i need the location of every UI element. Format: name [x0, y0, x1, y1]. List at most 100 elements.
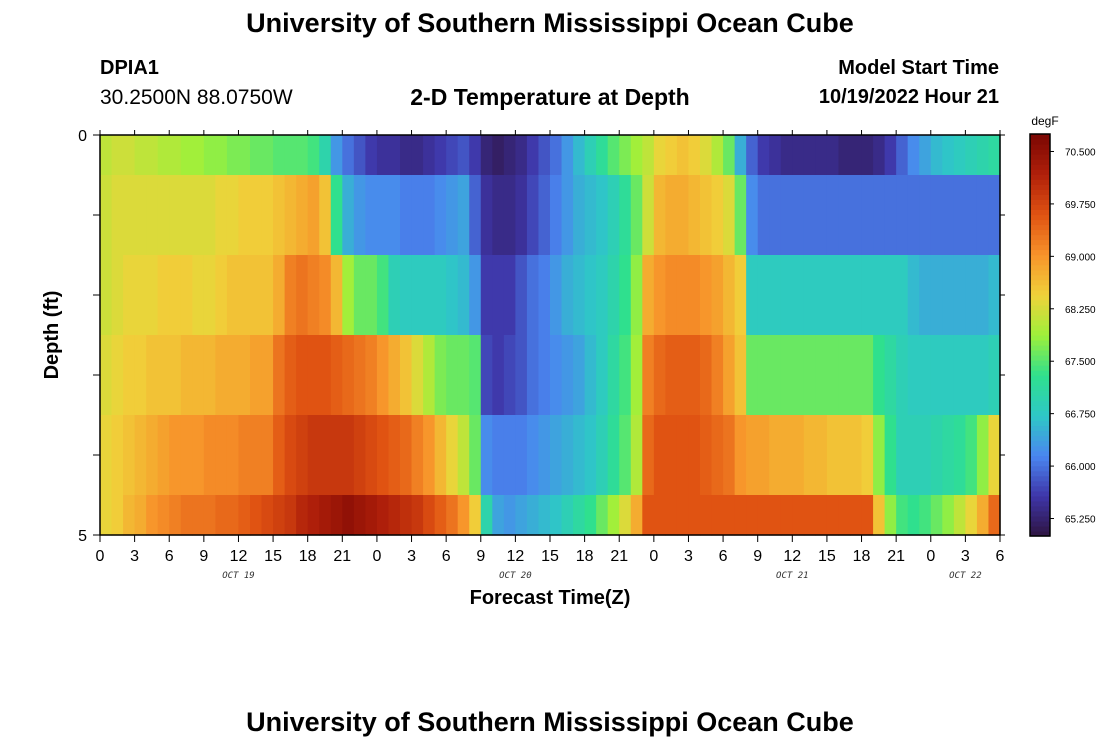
heatmap-cell — [238, 175, 251, 256]
colorbar-segment — [1030, 144, 1050, 150]
colorbar-segment — [1030, 219, 1050, 226]
x-tick-label: 15 — [264, 548, 282, 565]
heatmap-cell — [965, 415, 978, 496]
heatmap-cell — [492, 255, 505, 336]
y-tick-label: 5 — [78, 528, 87, 545]
x-tick-label: 9 — [199, 548, 208, 565]
colorbar-segment — [1030, 209, 1050, 216]
heatmap-cell — [584, 255, 597, 336]
heatmap-cell — [238, 415, 251, 496]
heatmap-cell — [100, 335, 113, 416]
heatmap-cell — [376, 135, 390, 176]
heatmap-cell — [619, 335, 632, 416]
heatmap-cell — [665, 495, 678, 536]
x-day-label: OCT 20 — [499, 571, 532, 581]
heatmap-cell — [976, 255, 990, 336]
heatmap-cell — [423, 255, 436, 336]
heatmap-cell — [169, 495, 182, 536]
heatmap-cell — [319, 255, 332, 336]
heatmap-cell — [100, 495, 113, 536]
x-tick-label: 0 — [649, 548, 658, 565]
colorbar-segment — [1030, 139, 1050, 145]
colorbar-segment — [1030, 229, 1050, 236]
heatmap-cell — [388, 135, 401, 176]
heatmap-cell — [550, 255, 563, 336]
heatmap-cell — [330, 135, 343, 176]
heatmap-cell — [423, 335, 436, 416]
heatmap-cell — [342, 135, 355, 176]
heatmap-cell — [919, 175, 932, 256]
heatmap-cell — [769, 335, 782, 416]
heatmap-cell — [746, 255, 759, 336]
heatmap-cell — [803, 255, 816, 336]
heatmap-cell — [100, 255, 113, 336]
heatmap-cell — [203, 415, 216, 496]
heatmap-cell — [757, 255, 770, 336]
x-tick-label: 21 — [333, 548, 351, 565]
colorbar-segment — [1030, 385, 1050, 391]
heatmap-cell — [619, 175, 632, 256]
heatmap-cell — [503, 135, 516, 176]
heatmap-cell — [307, 175, 320, 256]
heatmap-cell — [873, 495, 886, 536]
heatmap-cell — [734, 255, 747, 336]
heatmap-cell — [792, 175, 805, 256]
heatmap-cell — [930, 495, 943, 536]
heatmap-cell — [446, 135, 459, 176]
heatmap-cell — [711, 175, 724, 256]
heatmap-cell — [388, 495, 401, 536]
colorbar-segment — [1030, 530, 1050, 537]
heatmap-cell — [942, 415, 955, 496]
heatmap-cell — [976, 135, 990, 176]
heatmap-cell — [607, 495, 620, 536]
heatmap-cell — [307, 335, 320, 416]
colorbar-segment — [1030, 294, 1050, 301]
colorbar-segment — [1030, 319, 1050, 326]
heatmap-cell — [826, 335, 840, 416]
heatmap-cell — [123, 415, 136, 496]
heatmap-cell — [526, 415, 540, 496]
heatmap-cell — [815, 255, 828, 336]
heatmap-cell — [492, 495, 505, 536]
heatmap-cell — [884, 135, 897, 176]
heatmap-cell — [919, 135, 932, 176]
colorbar-segment — [1030, 525, 1050, 532]
heatmap-cell — [884, 335, 897, 416]
heatmap-cell — [757, 335, 770, 416]
heatmap-cell — [607, 135, 620, 176]
heatmap-cell — [815, 175, 828, 256]
heatmap-cell — [134, 335, 147, 416]
heatmap-cell — [711, 415, 724, 496]
heatmap-cell — [676, 255, 690, 336]
heatmap-cell — [607, 335, 620, 416]
heatmap-cell — [884, 175, 897, 256]
heatmap-cell — [746, 175, 759, 256]
colorbar-segment — [1030, 360, 1050, 366]
heatmap-cell — [157, 415, 170, 496]
heatmap-cell — [700, 335, 713, 416]
x-tick-label: 0 — [926, 548, 935, 565]
heatmap-cell — [538, 175, 551, 256]
colorbar-segment — [1030, 505, 1050, 512]
x-tick-label: 6 — [996, 548, 1005, 565]
colorbar-segment — [1030, 435, 1050, 442]
heatmap-cell — [411, 335, 424, 416]
colorbar-unit-label: degF — [1031, 114, 1058, 128]
heatmap-cell — [584, 495, 597, 536]
heatmap-cell — [769, 255, 782, 336]
colorbar-segment — [1030, 485, 1050, 492]
heatmap-cell — [492, 335, 505, 416]
heatmap-cell — [503, 495, 516, 536]
x-day-label: OCT 19 — [222, 571, 255, 581]
colorbar-segment — [1030, 314, 1050, 321]
heatmap-cell — [469, 495, 482, 536]
heatmap-cell — [642, 175, 655, 256]
heatmap-cell — [250, 175, 263, 256]
colorbar-segment — [1030, 390, 1050, 396]
colorbar-segment — [1030, 515, 1050, 522]
heatmap-cell — [607, 175, 620, 256]
heatmap-cell — [930, 135, 943, 176]
heatmap-cell — [469, 335, 482, 416]
heatmap-cell — [330, 335, 343, 416]
